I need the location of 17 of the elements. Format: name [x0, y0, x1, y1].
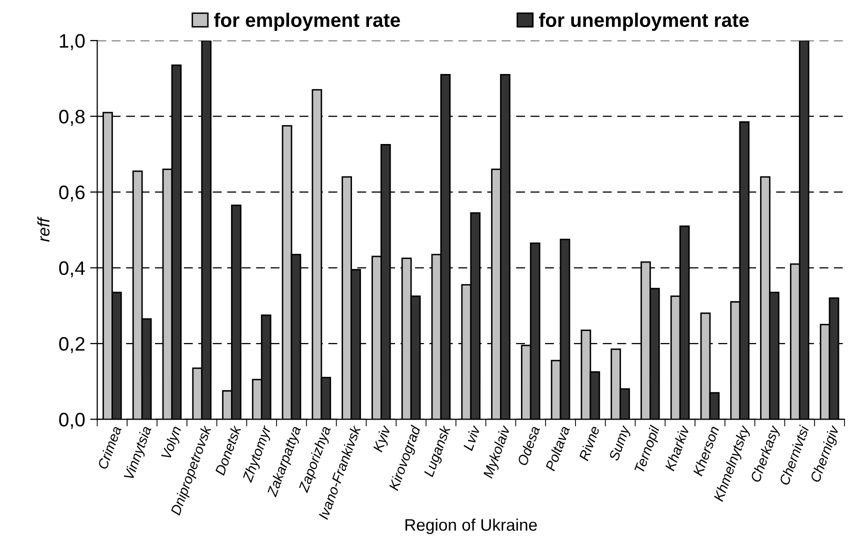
- x-tick-label: Crimea: [97, 425, 122, 470]
- y-tick-label: 0,0: [59, 412, 85, 429]
- y-tick-label: 0,2: [59, 337, 84, 354]
- x-tick-label: Kharkiv: [664, 424, 690, 472]
- x-tick-label: Sumy: [608, 424, 633, 462]
- x-tick-label: Odesa: [516, 425, 540, 466]
- x-tick-label: Kyiv: [372, 424, 394, 454]
- y-tick-label: 1,0: [60, 34, 85, 50]
- x-tick-label: Lviv: [462, 424, 481, 452]
- x-tick-label: Rivne: [578, 425, 600, 462]
- y-tick-label: 0,4: [59, 261, 85, 278]
- legend-label: for employment rate: [214, 12, 400, 31]
- legend-label: for unemployment rate: [539, 12, 749, 31]
- y-axis-title: reff: [37, 216, 50, 242]
- y-tick-label: 0,6: [59, 186, 85, 202]
- x-axis-title: Region of Ukraine: [406, 518, 537, 534]
- y-tick-label: 0,8: [59, 110, 85, 126]
